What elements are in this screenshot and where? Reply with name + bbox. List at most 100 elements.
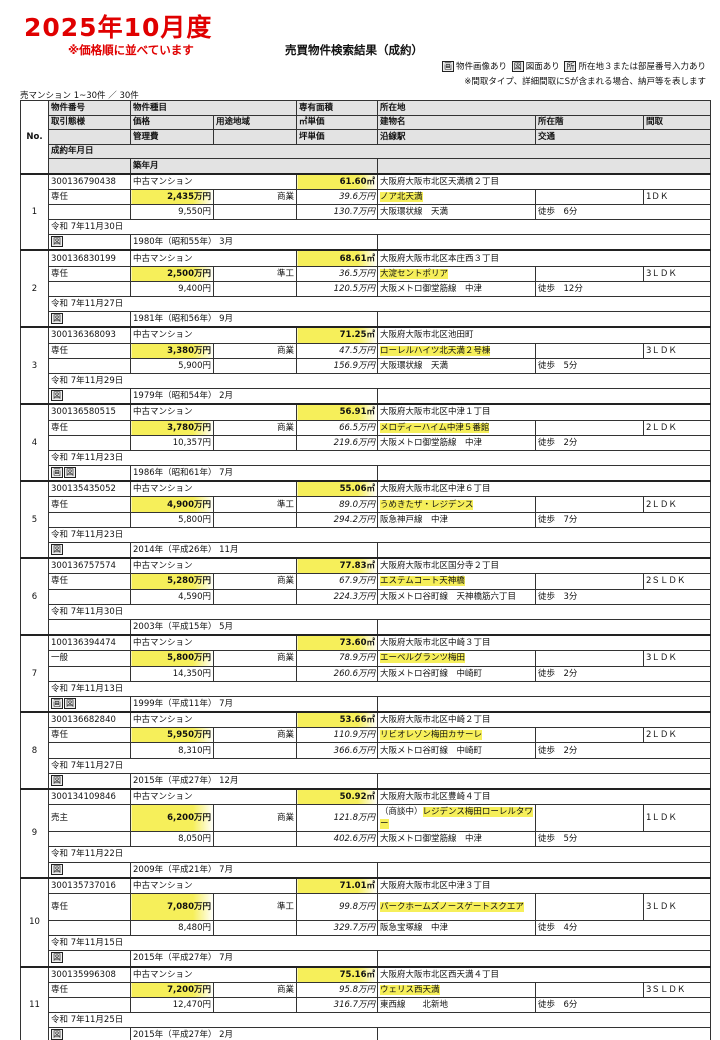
management-fee: 9,400円 [130,280,214,298]
contract-date: 令和 7年11月29日 [47,372,712,390]
floorplan-icon[interactable]: 図 [51,863,63,875]
price: 4,900万円 [130,496,214,513]
management-fee: 9,550円 [130,203,214,221]
building-name: ローレルハイツ北天満２号棟 [377,342,537,359]
property-type: 中古マンション [129,480,298,498]
floor [535,496,645,513]
sqm-price: 95.8万円 [296,981,379,998]
station: 東西線 北新地 [377,996,537,1014]
tsubo-price: 224.3万円 [296,588,379,605]
floorplan-icon[interactable]: 図 [51,952,63,964]
floorplan-icon[interactable]: 図 [51,313,63,325]
empty-cell [48,158,131,174]
area: 73.60㎡ [296,634,379,652]
built-date: 2015年（平成27年） 2月 [129,1027,379,1040]
floorplan-icon[interactable]: 図 [51,544,63,556]
layout: 3ＬＤＫ [643,650,712,667]
contract-date: 令和 7年11月27日 [47,757,712,774]
transaction-type: 専任 [48,265,131,282]
property-number: 100136394474 [48,634,131,652]
address: 大阪府大阪市北区中津１丁目 [377,403,712,421]
col-access: 交通 [535,129,712,145]
building-name: エーベルグランツ梅田 [377,650,537,667]
building-name-text: メロディーハイム中津５番館 [380,422,490,433]
tsubo-price: 219.6万円 [296,434,379,451]
price: 3,780万円 [130,419,214,436]
property-type: 中古マンション [129,557,298,575]
image-icon[interactable]: 画 [51,697,63,709]
area: 77.83㎡ [296,557,379,575]
address: 大阪府大阪市北区豊崎４丁目 [377,788,712,806]
building-name-text: 大淀セントポリア [380,268,449,279]
attachment-icons: 図 [48,1027,131,1040]
floorplan-icon[interactable]: 図 [51,774,63,786]
record-10-row-3: 8,480円 329.7万円 阪急宝塚線 中津 徒歩 4分 [21,919,712,937]
attachment-icons: 図 [48,311,131,328]
built-date: 2015年（平成27年） 7月 [129,950,379,967]
building-name-text: リビオレゾン梅田カサーレ [380,730,483,741]
address: 大阪府大阪市北区池田町 [377,326,712,344]
floorplan-icon[interactable]: 図 [64,467,76,479]
floor [535,188,645,205]
sqm-price: 47.5万円 [296,342,379,359]
record-3-row-5: 図 1979年（昭和54年） 2月 [21,388,712,405]
sqm-price: 121.8万円 [296,804,379,833]
record-2-row-2: 専任 2,500万円 準工 36.5万円 大淀セントポリア 3ＬＤＫ [21,265,712,282]
col-built: 築年月 [129,158,379,174]
record-5-row-2: 専任 4,900万円 準工 89.0万円 うめきたザ・レジデンス 2ＬＤＫ [21,496,712,513]
access: 徒歩 12分 [535,280,712,298]
record-number: 10 [20,876,49,967]
sqm-price: 39.6万円 [296,188,379,205]
record-8-row-1: 8 300136682840 中古マンション 53.66㎡ 大阪府大阪市北区中崎２丁目 [20,711,712,790]
area: 61.60㎡ [296,172,379,190]
empty-cell [212,203,298,221]
address: 大阪府大阪市北区西天満４丁目 [377,965,712,983]
building-name: リビオレゾン梅田カサーレ [377,727,537,744]
zoning: 商業 [212,342,298,359]
transaction-type: 専任 [48,981,131,998]
built-date: 2003年（平成15年） 5月 [129,618,379,636]
built-date: 1999年（平成11年） 7月 [129,695,379,713]
record-5-row-4: 令和 7年11月23日 [21,526,712,544]
access: 徒歩 4分 [535,919,712,937]
header-row-4: 成約年月日 [21,143,712,159]
col-no: No. [20,100,49,174]
property-number: 300136682840 [48,711,131,729]
record-8-row-5: 図 2015年（平成27年） 12月 [21,772,712,790]
management-fee: 5,900円 [130,357,214,374]
record-10-row-4: 令和 7年11月15日 [21,935,712,952]
station: 阪急神戸線 中津 [377,511,537,528]
record-number: 8 [20,711,49,790]
empty-cell [48,665,131,682]
attachment-icons: 図 [48,861,131,879]
access: 徒歩 6分 [535,203,712,221]
image-icon[interactable]: 画 [51,467,63,479]
record-7-row-1: 7 100136394474 中古マンション 73.60㎡ 大阪府大阪市北区中崎３丁目 [20,634,712,713]
record-8-row-2: 専任 5,950万円 商業 110.9万円 リビオレゾン梅田カサーレ 2ＬＤＫ [21,727,712,744]
legend-image-label: 物件画像あり [456,62,508,72]
floorplan-icon[interactable]: 図 [64,697,76,709]
empty-cell [212,434,298,451]
empty-cell [212,919,298,937]
attachment-icons: 図 [48,388,131,405]
record-9-row-1: 9 300134109846 中古マンション 50.92㎡ 大阪府大阪市北区豊崎４丁目 [20,788,712,879]
property-type: 中古マンション [129,711,298,729]
record-number: 6 [20,557,49,636]
zoning: 準工 [212,496,298,513]
floorplan-icon[interactable]: 図 [51,390,63,402]
address: 大阪府大阪市北区中津３丁目 [377,876,712,894]
record-2-row-4: 令和 7年11月27日 [21,295,712,313]
floor [535,650,645,667]
record-2-row-5: 図 1981年（昭和56年） 9月 [21,311,712,328]
negotiation-status: （商談中） [380,807,423,818]
transaction-type: 専任 [48,892,131,921]
zoning: 商業 [212,981,298,998]
record-7-row-3: 14,350円 260.6万円 大阪メトロ谷町線 中崎町 徒歩 2分 [21,665,712,682]
empty-cell [48,588,131,605]
address: 大阪府大阪市北区中崎２丁目 [377,711,712,729]
floorplan-icon[interactable]: 図 [51,236,63,248]
empty-cell [377,861,712,879]
record-9-row-5: 図 2009年（平成21年） 7月 [21,861,712,879]
property-number: 300136757574 [48,557,131,575]
floorplan-icon[interactable]: 図 [51,1029,63,1040]
